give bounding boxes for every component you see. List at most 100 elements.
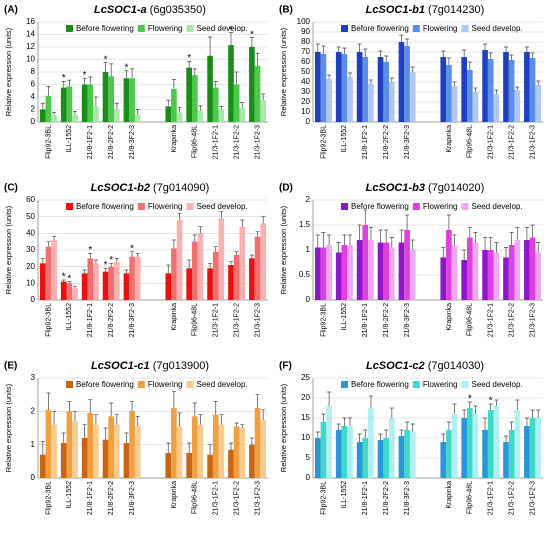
bar: [66, 411, 73, 478]
error-bar: [348, 417, 353, 426]
error-bar: [166, 442, 171, 453]
bar: [493, 94, 500, 122]
error-bar: [410, 239, 415, 250]
panel-title: LcSOC1-c1 (7g013900): [91, 360, 209, 372]
significance-mark: *: [250, 29, 254, 40]
error-bar: [93, 259, 98, 264]
bar: [39, 109, 46, 122]
y-tick-label: 90: [301, 27, 310, 36]
bar: [87, 413, 94, 478]
y-tick-label: 30: [301, 87, 310, 96]
y-tick-label: 5: [306, 453, 311, 462]
bar: [466, 408, 473, 478]
bar: [212, 87, 219, 122]
bar: [45, 246, 52, 300]
x-tick-label: 21/8-1F2-1: [362, 125, 369, 159]
bar: [254, 65, 261, 122]
legend-label: Before flowering: [351, 202, 409, 211]
error-bar: [509, 421, 514, 430]
legend-swatch: [341, 381, 348, 388]
error-bar: [536, 80, 541, 85]
bar: [93, 424, 99, 478]
significance-mark: *: [88, 245, 92, 256]
significance-mark: *: [67, 273, 71, 284]
bar: [129, 411, 135, 478]
bar: [228, 45, 234, 122]
legend-label: Before flowering: [76, 380, 134, 389]
error-bar: [234, 422, 239, 427]
panel-label: (C): [4, 183, 18, 194]
error-bar: [446, 421, 451, 430]
title-gene: LcSOC1-b3: [366, 182, 425, 194]
error-bar: [536, 242, 541, 253]
bar: [102, 439, 109, 478]
x-tick-label: 21/3-1F2-3: [254, 481, 261, 515]
x-tick-label: 21/3-1F2-1: [488, 125, 495, 159]
error-bar: [467, 227, 472, 238]
error-bar: [124, 70, 129, 79]
legend-swatch: [412, 25, 420, 32]
error-bar: [327, 234, 332, 245]
error-bar: [114, 257, 119, 262]
error-bar: [524, 227, 529, 240]
significance-mark: *: [62, 272, 66, 283]
error-bar: [219, 414, 224, 425]
x-tick-label: Flip92-3BL: [45, 481, 52, 515]
y-tick-label: 40: [26, 228, 35, 237]
error-bar: [67, 400, 72, 412]
bar: [320, 54, 327, 122]
bar: [347, 77, 353, 122]
bar: [114, 109, 120, 122]
bar: [482, 250, 488, 300]
error-bar: [410, 66, 415, 72]
title-id: (7g014030): [428, 360, 484, 372]
error-bar: [109, 63, 114, 77]
error-bar: [462, 249, 467, 260]
error-bar: [135, 109, 140, 115]
bar: [356, 442, 363, 478]
bar: [440, 57, 447, 122]
error-bar: [321, 232, 326, 248]
y-tick-label: 30: [26, 245, 35, 254]
error-bar: [384, 229, 389, 243]
error-bar: [315, 431, 320, 438]
x-tick-label: 21/8-2F2-2: [383, 125, 390, 159]
bar: [356, 240, 363, 300]
error-bar: [515, 399, 520, 410]
significance-mark: *: [229, 24, 233, 35]
bar: [409, 432, 416, 478]
panel-label: (F): [279, 361, 292, 372]
bar: [249, 444, 255, 478]
bar: [341, 426, 348, 478]
error-bar: [488, 403, 493, 410]
legend-label: Flowering: [148, 202, 183, 211]
bar: [233, 255, 240, 300]
error-bar: [40, 257, 45, 264]
legend-swatch: [186, 25, 194, 32]
x-tick-label: 21/3-1F2-2: [508, 303, 515, 337]
bar: [102, 271, 109, 300]
error-bar: [462, 409, 467, 418]
error-bar: [384, 429, 389, 438]
error-bar: [213, 81, 218, 88]
significance-mark: *: [62, 73, 66, 84]
error-bar: [261, 93, 266, 101]
legend-label: Flowering: [148, 24, 183, 33]
bar: [218, 218, 225, 300]
error-bar: [130, 68, 135, 79]
x-tick-label: ILL-1552: [66, 303, 73, 331]
bar: [347, 245, 353, 300]
error-bar: [192, 68, 197, 76]
y-axis-label: Relative expression (units): [279, 383, 288, 472]
bar: [60, 281, 67, 300]
x-tick-label: 21/3-1F2-3: [529, 303, 536, 337]
error-bar: [192, 234, 197, 242]
error-bar: [61, 81, 66, 88]
y-axis-label: Relative expression (units): [279, 205, 288, 294]
bar: [114, 261, 120, 300]
bar: [482, 50, 488, 122]
bar: [409, 250, 416, 300]
error-bar: [530, 52, 535, 58]
bar: [165, 453, 172, 478]
error-bar: [40, 102, 45, 110]
